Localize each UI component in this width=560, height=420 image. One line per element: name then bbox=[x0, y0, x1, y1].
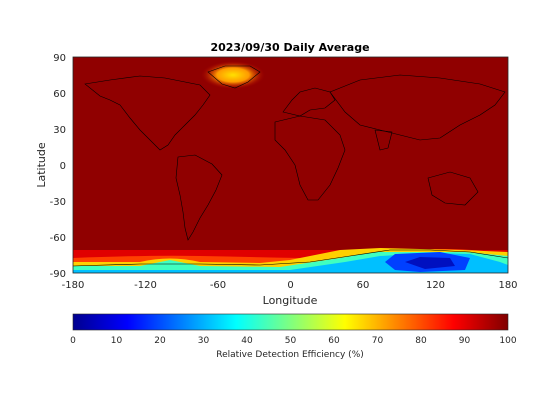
colorbar-tick-label: 70 bbox=[372, 336, 384, 346]
colorbar-tick-label: 10 bbox=[111, 336, 123, 346]
y-tick-label: 0 bbox=[60, 161, 66, 172]
x-tick-label: -60 bbox=[210, 280, 226, 291]
map-field bbox=[73, 57, 508, 273]
x-axis: -180 -120 -60 0 60 120 180 bbox=[62, 280, 518, 291]
y-tick-label: 60 bbox=[53, 89, 66, 100]
y-axis-label: Latitude bbox=[35, 142, 48, 188]
axes-frame bbox=[72, 56, 509, 274]
colorbar-tick-label: 100 bbox=[499, 336, 516, 346]
greenland-anomaly bbox=[201, 61, 265, 89]
colorbar-tick-label: 20 bbox=[154, 336, 166, 346]
map-plot-area bbox=[73, 57, 508, 273]
y-tick-label: -30 bbox=[50, 197, 66, 208]
colorbar-ticks: 0 10 20 30 40 50 60 70 80 90 100 bbox=[70, 336, 517, 346]
x-tick-label: -180 bbox=[62, 280, 85, 291]
x-tick-label: 0 bbox=[287, 280, 293, 291]
colorbar-label: Relative Detection Efficiency (%) bbox=[216, 350, 364, 360]
y-tick-label: -60 bbox=[50, 233, 66, 244]
colorbar-tick-label: 50 bbox=[285, 336, 297, 346]
colorbar-tick-label: 60 bbox=[328, 336, 340, 346]
colorbar-tick-label: 80 bbox=[415, 336, 427, 346]
x-tick-label: 60 bbox=[357, 280, 370, 291]
y-tick-label: 90 bbox=[53, 53, 66, 64]
x-tick-label: -120 bbox=[134, 280, 157, 291]
chart-title: 2023/09/30 Daily Average bbox=[210, 41, 369, 54]
coastlines bbox=[73, 65, 508, 267]
y-axis: 90 60 30 0 -30 -60 -90 bbox=[50, 53, 66, 280]
colorbar bbox=[72, 313, 509, 331]
x-tick-label: 180 bbox=[498, 280, 517, 291]
x-tick-label: 120 bbox=[426, 280, 445, 291]
colorbar-tick-label: 30 bbox=[198, 336, 210, 346]
colorbar-tick-label: 40 bbox=[241, 336, 253, 346]
colorbar-tick-label: 0 bbox=[70, 336, 76, 346]
y-tick-label: 30 bbox=[53, 125, 66, 136]
y-tick-label: -90 bbox=[50, 269, 66, 280]
colorbar-tick-label: 90 bbox=[459, 336, 471, 346]
x-axis-label: Longitude bbox=[263, 294, 318, 307]
